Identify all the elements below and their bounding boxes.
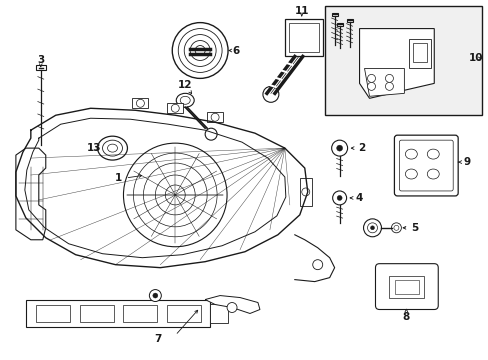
Text: 6: 6	[232, 45, 239, 55]
Circle shape	[155, 175, 195, 215]
Text: 1: 1	[115, 173, 122, 183]
Circle shape	[153, 293, 158, 298]
Text: 13: 13	[86, 143, 101, 153]
Circle shape	[178, 28, 222, 72]
Bar	[36, 305, 69, 323]
Circle shape	[165, 185, 185, 205]
Ellipse shape	[98, 136, 127, 160]
Ellipse shape	[427, 169, 438, 179]
Circle shape	[211, 113, 219, 121]
Circle shape	[136, 99, 144, 107]
Circle shape	[123, 143, 226, 247]
Bar	[123, 305, 157, 323]
Circle shape	[226, 302, 237, 312]
Circle shape	[263, 86, 278, 102]
Circle shape	[393, 225, 398, 230]
Bar	[207, 112, 223, 122]
Circle shape	[143, 163, 207, 227]
Bar	[36, 66, 46, 71]
Circle shape	[301, 188, 309, 196]
Bar	[285, 19, 322, 57]
Ellipse shape	[405, 169, 416, 179]
Bar	[336, 23, 342, 26]
Bar	[324, 6, 481, 115]
Bar	[80, 305, 113, 323]
Circle shape	[370, 226, 374, 230]
Circle shape	[171, 104, 179, 112]
Text: 8: 8	[402, 312, 409, 323]
FancyBboxPatch shape	[375, 264, 437, 310]
Circle shape	[133, 153, 217, 237]
Ellipse shape	[176, 93, 194, 107]
FancyBboxPatch shape	[399, 140, 452, 191]
Bar	[210, 303, 227, 323]
Ellipse shape	[107, 144, 117, 152]
Circle shape	[190, 41, 210, 60]
FancyBboxPatch shape	[394, 135, 457, 196]
Circle shape	[390, 223, 401, 233]
Polygon shape	[359, 28, 433, 98]
Bar	[288, 23, 318, 53]
Polygon shape	[364, 68, 404, 96]
Ellipse shape	[405, 149, 416, 159]
Text: 10: 10	[468, 54, 482, 63]
Circle shape	[363, 219, 381, 237]
Bar	[388, 276, 424, 298]
Circle shape	[367, 75, 375, 82]
Text: 2: 2	[357, 143, 365, 153]
Circle shape	[385, 82, 393, 90]
Polygon shape	[205, 296, 260, 314]
Text: 4: 4	[355, 193, 363, 203]
Bar	[331, 13, 337, 15]
Bar	[167, 103, 183, 113]
Circle shape	[149, 289, 161, 302]
Text: 9: 9	[463, 157, 470, 167]
Circle shape	[336, 145, 342, 151]
Text: 3: 3	[37, 55, 44, 66]
Circle shape	[331, 140, 347, 156]
Circle shape	[336, 195, 342, 201]
Bar	[299, 178, 311, 206]
Text: 12: 12	[178, 80, 192, 90]
Ellipse shape	[427, 149, 438, 159]
Bar	[132, 98, 148, 108]
Text: 7: 7	[154, 334, 162, 345]
Circle shape	[385, 75, 393, 82]
Bar	[408, 39, 430, 68]
Ellipse shape	[180, 96, 190, 104]
Bar	[26, 300, 210, 328]
Circle shape	[367, 223, 377, 233]
Text: 5: 5	[410, 223, 417, 233]
Circle shape	[332, 191, 346, 205]
Bar	[167, 305, 201, 323]
Bar	[412, 42, 427, 62]
Circle shape	[312, 260, 322, 270]
Circle shape	[184, 35, 216, 67]
Circle shape	[367, 82, 375, 90]
Circle shape	[195, 45, 205, 55]
Bar	[395, 280, 419, 293]
Bar	[346, 19, 352, 22]
Polygon shape	[16, 148, 46, 240]
Circle shape	[205, 128, 217, 140]
Circle shape	[172, 23, 227, 78]
Text: 11: 11	[294, 6, 308, 15]
Ellipse shape	[102, 140, 122, 156]
